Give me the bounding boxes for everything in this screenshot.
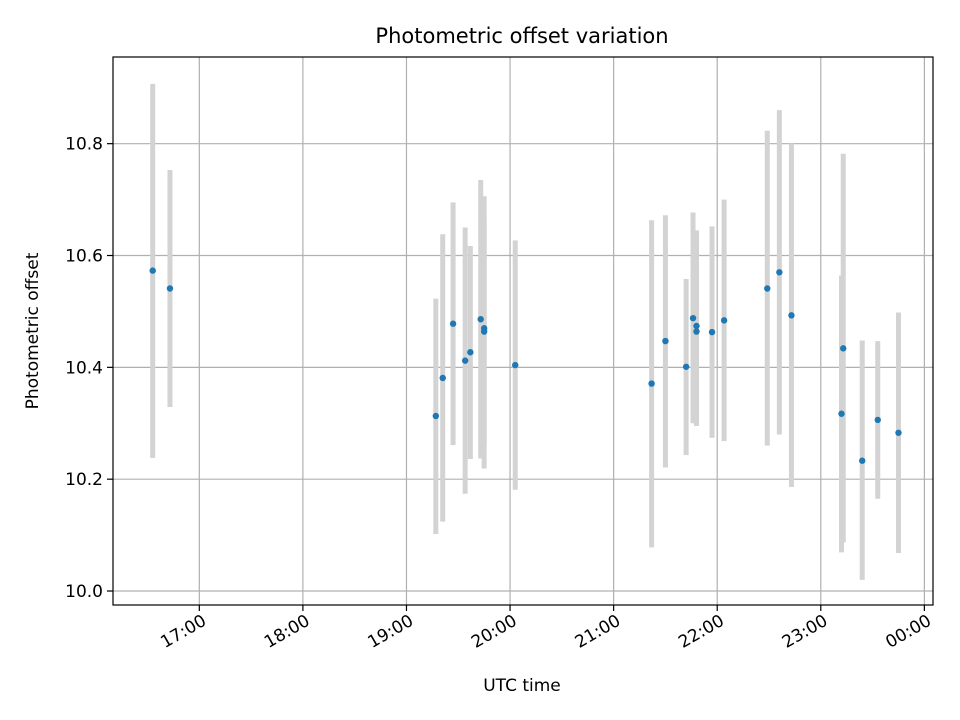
x-axis-ticks: 17:00 18:00 19:00 20:00 21:00 22:00 23:00 00:00	[157, 605, 935, 653]
x-tick-label: 00:00	[882, 611, 934, 653]
data-point	[149, 267, 156, 274]
grid-lines	[113, 57, 933, 605]
x-tick-label: 18:00	[261, 611, 313, 653]
data-point	[708, 328, 716, 336]
data-point	[648, 380, 655, 387]
data-point	[439, 374, 446, 382]
data-point	[689, 314, 697, 322]
data-point	[776, 269, 783, 276]
x-tick-label: 17:00	[157, 611, 209, 653]
data-point	[461, 357, 469, 364]
data-point	[432, 412, 440, 420]
chart-title: Photometric offset variation	[375, 24, 668, 48]
error-bars	[150, 83, 901, 580]
data-point	[895, 429, 902, 436]
y-tick-label: 10.0	[65, 582, 103, 602]
data-point	[764, 285, 771, 292]
data-point	[662, 337, 669, 345]
data-point	[477, 316, 484, 323]
data-point	[166, 285, 174, 292]
plot-frame	[112, 56, 934, 606]
data-point	[449, 320, 457, 327]
x-tick-label: 22:00	[675, 611, 727, 653]
data-point	[693, 322, 700, 330]
data-point	[838, 410, 845, 417]
data-point	[859, 457, 866, 464]
data-points	[149, 267, 902, 464]
data-point	[467, 349, 474, 356]
y-tick-label: 10.4	[65, 358, 103, 378]
y-tick-label: 10.2	[65, 470, 103, 490]
data-point	[840, 345, 847, 352]
y-tick-label: 10.8	[65, 135, 103, 155]
data-point	[512, 361, 519, 369]
data-point	[693, 328, 700, 335]
data-point	[788, 312, 795, 319]
data-point	[720, 317, 728, 324]
y-axis-ticks: 10.0 10.2 10.4 10.6 10.8	[65, 135, 113, 602]
data-point	[874, 416, 881, 424]
x-tick-label: 23:00	[779, 611, 831, 653]
x-tick-label: 20:00	[468, 611, 520, 653]
data-point	[480, 328, 488, 335]
x-tick-label: 21:00	[572, 611, 624, 653]
y-axis-label: Photometric offset	[23, 252, 43, 409]
data-point	[682, 363, 690, 370]
x-tick-label: 19:00	[365, 611, 417, 653]
y-tick-label: 10.6	[65, 247, 103, 267]
x-axis-label: UTC time	[483, 676, 561, 696]
